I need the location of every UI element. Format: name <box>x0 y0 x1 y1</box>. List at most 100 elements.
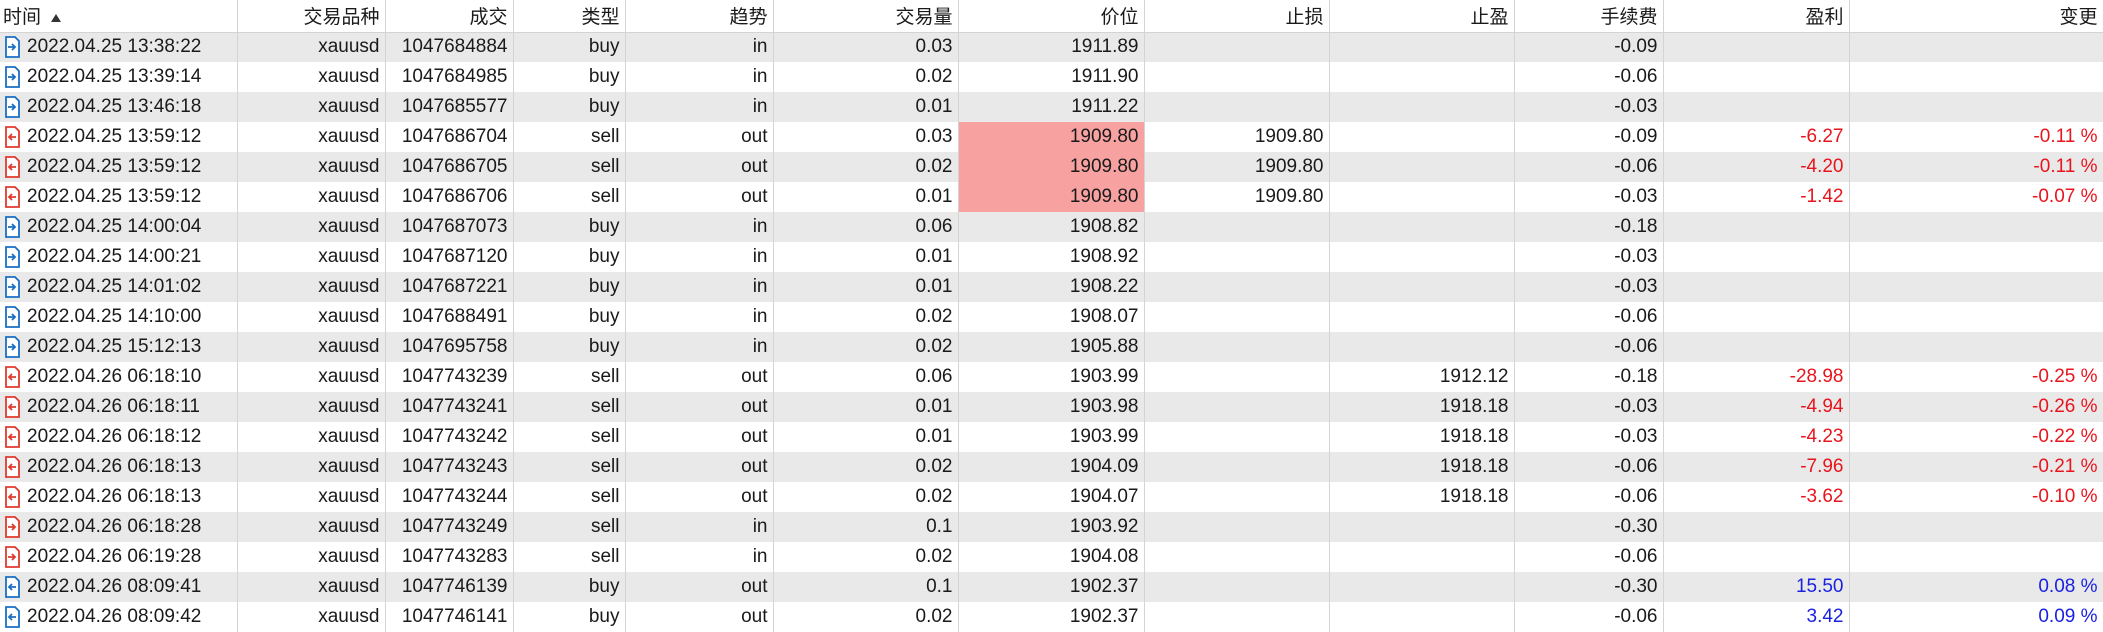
table-row[interactable]: 2022.04.25 14:10:00 xauusd 1047688491 buy in… <box>0 302 2103 332</box>
cell-volume: 0.1 <box>773 572 959 602</box>
table-row[interactable]: 2022.04.25 13:46:18 xauusd 1047685577 buy in… <box>0 92 2103 122</box>
cell-symbol: xauusd <box>237 182 386 212</box>
table-row[interactable]: 2022.04.26 06:18:13 xauusd 1047743244 sell o… <box>0 482 2103 512</box>
cell-change <box>1849 32 2103 62</box>
cell-type: buy <box>513 242 626 272</box>
table-row[interactable]: 2022.04.25 13:59:12 xauusd 1047686704 sell o… <box>0 122 2103 152</box>
column-header-symbol[interactable]: 交易品种 <box>237 0 386 33</box>
cell-price: 1911.89 <box>958 32 1145 62</box>
column-header-sl[interactable]: 止损 <box>1144 0 1330 33</box>
column-header-volume[interactable]: 交易量 <box>773 0 959 33</box>
cell-commission: -0.06 <box>1514 332 1664 362</box>
table-row[interactable]: 2022.04.25 14:00:21 xauusd 1047687120 buy in… <box>0 242 2103 272</box>
table-row[interactable]: 2022.04.25 13:59:12 xauusd 1047686705 sell o… <box>0 152 2103 182</box>
column-header-commission[interactable]: 手续费 <box>1514 0 1664 33</box>
table-row[interactable]: 2022.04.25 13:39:14 xauusd 1047684985 buy in… <box>0 62 2103 92</box>
table-row[interactable]: 2022.04.26 06:18:10 xauusd 1047743239 sell o… <box>0 362 2103 392</box>
cell-time: 2022.04.26 08:09:42 <box>0 602 238 632</box>
cell-profit: 3.42 <box>1663 602 1850 632</box>
column-header-direction[interactable]: 趋势 <box>625 0 774 33</box>
table-row[interactable]: 2022.04.26 06:18:12 xauusd 1047743242 sell o… <box>0 422 2103 452</box>
cell-tp: 1918.18 <box>1329 422 1515 452</box>
cell-symbol: xauusd <box>237 392 386 422</box>
cell-change: -0.07 % <box>1849 182 2103 212</box>
cell-commission: -0.06 <box>1514 452 1664 482</box>
cell-direction: out <box>625 422 774 452</box>
table-row[interactable]: 2022.04.26 06:19:28 xauusd 1047743283 sell i… <box>0 542 2103 572</box>
cell-commission: -0.06 <box>1514 542 1664 572</box>
time-text: 2022.04.26 06:18:10 <box>27 366 202 387</box>
cell-volume: 0.01 <box>773 422 959 452</box>
table-row[interactable]: 2022.04.25 13:59:12 xauusd 1047686706 sell o… <box>0 182 2103 212</box>
cell-change <box>1849 272 2103 302</box>
cell-tp: 1918.18 <box>1329 482 1515 512</box>
cell-type: buy <box>513 92 626 122</box>
cell-volume: 0.01 <box>773 392 959 422</box>
cell-volume: 0.02 <box>773 482 959 512</box>
table-row[interactable]: 2022.04.26 06:18:11 xauusd 1047743241 sell o… <box>0 392 2103 422</box>
cell-deal: 1047687073 <box>385 212 514 242</box>
table-row[interactable]: 2022.04.26 06:18:13 xauusd 1047743243 sell o… <box>0 452 2103 482</box>
cell-time: 2022.04.25 14:00:21 <box>0 242 238 272</box>
cell-tp <box>1329 152 1515 182</box>
cell-sl <box>1144 362 1330 392</box>
cell-profit: -7.96 <box>1663 452 1850 482</box>
cell-deal: 1047687120 <box>385 242 514 272</box>
cell-profit <box>1663 272 1850 302</box>
cell-profit <box>1663 92 1850 122</box>
cell-price: 1908.92 <box>958 242 1145 272</box>
cell-change: -0.26 % <box>1849 392 2103 422</box>
cell-symbol: xauusd <box>237 62 386 92</box>
cell-direction: out <box>625 602 774 632</box>
cell-change <box>1849 302 2103 332</box>
column-header-profit[interactable]: 盈利 <box>1663 0 1850 33</box>
cell-direction: out <box>625 152 774 182</box>
cell-time: 2022.04.25 14:00:04 <box>0 212 238 242</box>
cell-symbol: xauusd <box>237 362 386 392</box>
cell-volume: 0.01 <box>773 272 959 302</box>
cell-time: 2022.04.25 13:39:14 <box>0 62 238 92</box>
cell-direction: in <box>625 302 774 332</box>
cell-type: sell <box>513 152 626 182</box>
cell-volume: 0.01 <box>773 242 959 272</box>
table-row[interactable]: 2022.04.25 14:00:04 xauusd 1047687073 buy in… <box>0 212 2103 242</box>
cell-price: 1903.98 <box>958 392 1145 422</box>
cell-tp <box>1329 512 1515 542</box>
cell-sl <box>1144 482 1330 512</box>
cell-symbol: xauusd <box>237 212 386 242</box>
cell-change <box>1849 542 2103 572</box>
cell-profit: -4.94 <box>1663 392 1850 422</box>
cell-commission: -0.03 <box>1514 422 1664 452</box>
cell-deal: 1047743241 <box>385 392 514 422</box>
cell-deal: 1047743249 <box>385 512 514 542</box>
cell-price: 1908.07 <box>958 302 1145 332</box>
cell-sl <box>1144 602 1330 632</box>
cell-time: 2022.04.26 08:09:41 <box>0 572 238 602</box>
table-row[interactable]: 2022.04.26 08:09:41 xauusd 1047746139 buy ou… <box>0 572 2103 602</box>
time-text: 2022.04.25 13:59:12 <box>27 156 202 177</box>
table-row[interactable]: 2022.04.26 06:18:28 xauusd 1047743249 sell i… <box>0 512 2103 542</box>
time-text: 2022.04.26 06:19:28 <box>27 546 202 567</box>
cell-profit: -1.42 <box>1663 182 1850 212</box>
cell-price: 1908.82 <box>958 212 1145 242</box>
table-row[interactable]: 2022.04.25 13:38:22 xauusd 1047684884 buy in… <box>0 32 2103 62</box>
table-row[interactable]: 2022.04.25 15:12:13 xauusd 1047695758 buy in… <box>0 332 2103 362</box>
cell-tp <box>1329 332 1515 362</box>
column-header-type[interactable]: 类型 <box>513 0 626 33</box>
cell-tp <box>1329 302 1515 332</box>
cell-change <box>1849 332 2103 362</box>
cell-symbol: xauusd <box>237 452 386 482</box>
table-row[interactable]: 2022.04.25 14:01:02 xauusd 1047687221 buy in… <box>0 272 2103 302</box>
cell-tp: 1918.18 <box>1329 392 1515 422</box>
table-row[interactable]: 2022.04.26 08:09:42 xauusd 1047746141 buy ou… <box>0 602 2103 632</box>
column-header-time[interactable]: 时间 <box>0 0 238 33</box>
cell-profit <box>1663 62 1850 92</box>
column-header-price[interactable]: 价位 <box>958 0 1145 33</box>
cell-sl: 1909.80 <box>1144 122 1330 152</box>
column-header-tp[interactable]: 止盈 <box>1329 0 1515 33</box>
cell-profit <box>1663 212 1850 242</box>
in-arrow-icon <box>3 216 21 238</box>
column-header-change[interactable]: 变更 <box>1849 0 2103 33</box>
column-header-deal[interactable]: 成交 <box>385 0 514 33</box>
